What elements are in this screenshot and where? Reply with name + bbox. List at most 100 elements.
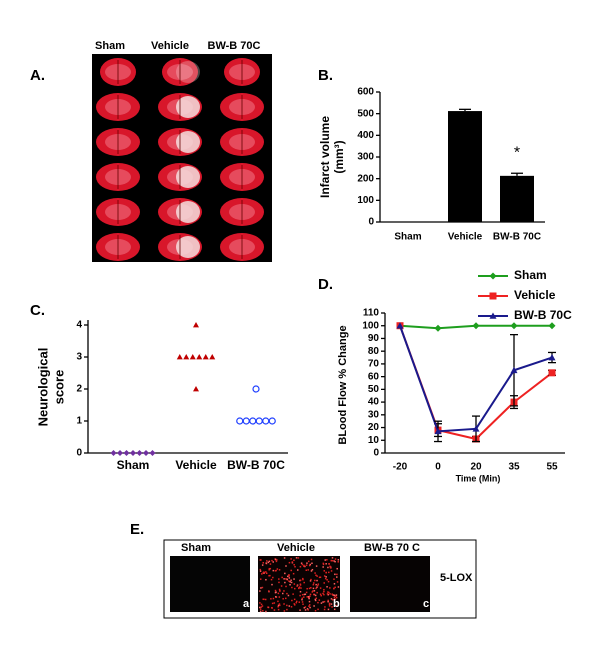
column-label: Sham — [181, 542, 211, 554]
speckle — [331, 606, 333, 608]
point — [548, 354, 556, 361]
speckle — [315, 597, 318, 600]
speckle — [333, 594, 335, 596]
speckle — [296, 584, 299, 586]
speckle — [292, 593, 294, 595]
stain-label: 5-LOX — [440, 572, 473, 584]
x-tick-label: 35 — [508, 462, 520, 473]
speckle — [300, 587, 302, 589]
speckle — [314, 598, 317, 601]
speckle — [272, 569, 275, 572]
speckle — [307, 609, 309, 611]
legend-label: Vehicle — [514, 288, 556, 302]
point — [489, 272, 497, 280]
speckle — [299, 584, 302, 586]
speckle — [291, 561, 294, 563]
speckle — [308, 587, 311, 590]
speckle — [277, 600, 279, 603]
speckle — [259, 608, 262, 610]
speckle — [282, 598, 284, 600]
speckle — [317, 608, 319, 611]
speckle — [323, 600, 326, 603]
speckle — [277, 608, 280, 611]
speckle — [334, 598, 336, 600]
speckle — [333, 596, 336, 599]
speckle — [305, 591, 308, 594]
speckle — [288, 605, 291, 607]
speckle — [301, 597, 304, 600]
speckle — [296, 585, 298, 587]
point — [489, 292, 497, 300]
speckle — [276, 568, 279, 570]
speckle — [285, 578, 287, 580]
speckle — [292, 572, 295, 575]
speckle — [285, 597, 287, 600]
speckle — [291, 586, 293, 589]
speckle — [273, 609, 276, 611]
speckle — [335, 596, 338, 599]
speckle — [286, 604, 288, 607]
speckle — [310, 558, 313, 561]
point — [117, 450, 123, 456]
y-tick-label: 600 — [357, 87, 374, 98]
speckle — [286, 592, 288, 595]
point — [472, 425, 480, 432]
point — [143, 450, 149, 456]
speckle — [259, 570, 262, 572]
speckle — [304, 606, 307, 608]
speckle — [323, 575, 326, 577]
speckle — [278, 596, 281, 598]
point — [209, 354, 216, 360]
speckle — [315, 565, 318, 567]
speckle — [314, 579, 316, 582]
speckle — [271, 583, 273, 586]
speckle — [300, 562, 303, 564]
speckle — [279, 590, 281, 592]
y-axis-label: Infarct volume — [318, 116, 332, 198]
speckle — [269, 563, 272, 565]
speckle — [309, 593, 312, 596]
y-tick-label: 400 — [357, 130, 374, 141]
speckle — [325, 576, 327, 578]
speckle — [272, 597, 275, 600]
speckle — [327, 600, 329, 603]
speckle — [334, 558, 337, 560]
speckle — [302, 577, 304, 580]
x-tick-label: Vehicle — [175, 458, 217, 472]
speckle — [323, 582, 325, 584]
speckle — [293, 598, 296, 601]
speckle — [285, 565, 287, 567]
y-tick-label: 80 — [368, 346, 380, 357]
y-tick-label: 200 — [357, 173, 374, 184]
point — [176, 354, 183, 360]
speckle — [318, 599, 321, 601]
point — [136, 450, 143, 456]
y-tick-label: 300 — [357, 152, 374, 163]
speckle — [299, 590, 302, 593]
point — [255, 417, 263, 425]
speckle — [316, 575, 318, 577]
speckle — [268, 568, 270, 571]
speckle — [288, 561, 291, 564]
y-tick-label: 10 — [368, 435, 380, 446]
infarct — [176, 131, 200, 153]
speckle — [273, 602, 276, 604]
y-tick-label: 70 — [368, 359, 380, 370]
speckle — [325, 563, 327, 565]
speckle — [265, 562, 267, 564]
speckle — [337, 559, 340, 561]
speckle — [335, 594, 338, 596]
speckle — [334, 573, 336, 576]
speckle — [278, 569, 281, 571]
speckle — [259, 590, 261, 592]
speckle — [313, 605, 315, 607]
x-tick-label: BW-B 70C — [227, 458, 285, 472]
speckle — [290, 606, 293, 608]
micrograph — [170, 556, 250, 612]
speckle — [333, 583, 336, 585]
speckle — [260, 603, 263, 606]
speckle — [323, 588, 325, 591]
x-tick-label: 55 — [546, 462, 558, 473]
x-tick-label: Vehicle — [448, 232, 483, 243]
